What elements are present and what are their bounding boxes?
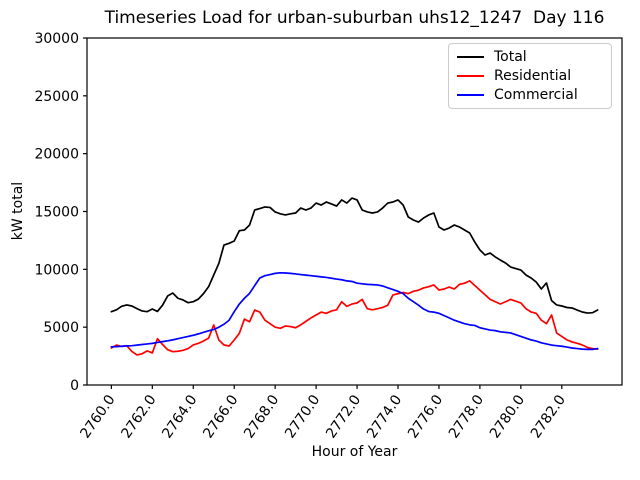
legend-item-total: Total (457, 47, 603, 66)
y-tick-label: 0 (70, 378, 79, 394)
x-tick-label: 2760.0 (77, 392, 118, 441)
y-tick-label: 15000 (34, 205, 79, 221)
legend-line-commercial-icon (457, 94, 484, 97)
y-tick-label: 30000 (34, 31, 79, 47)
y-tick-label: 20000 (34, 147, 79, 163)
legend-label-total: Total (494, 48, 527, 65)
legend-item-residential: Residential (457, 66, 603, 85)
x-tick-label: 2772.0 (323, 392, 364, 441)
chart-title: Timeseries Load for urban-suburban uhs12… (104, 8, 605, 28)
x-tick-label: 2782.0 (528, 392, 569, 441)
x-tick-label: 2768.0 (241, 392, 282, 441)
legend-label-commercial: Commercial (494, 87, 578, 104)
x-axis-label: Hour of Year (311, 444, 398, 460)
x-tick-label: 2778.0 (446, 392, 487, 441)
series-line-total (110, 197, 599, 314)
legend-line-residential-icon (457, 74, 484, 77)
series-line-residential (110, 280, 599, 356)
x-tick-label: 2766.0 (200, 392, 241, 441)
x-tick-label: 2776.0 (405, 392, 446, 441)
legend-label-residential: Residential (494, 67, 572, 84)
legend: Total Residential Commercial (448, 43, 612, 109)
legend-item-commercial: Commercial (457, 86, 603, 105)
x-tick-label: 2762.0 (118, 392, 159, 441)
legend-line-total-icon (457, 55, 484, 58)
y-tick-label: 25000 (34, 89, 79, 105)
y-tick-label: 5000 (43, 320, 79, 336)
series-line-commercial (110, 271, 599, 351)
x-tick-label: 2764.0 (159, 392, 200, 441)
x-tick-label: 2774.0 (364, 392, 405, 441)
x-tick-label: 2780.0 (487, 392, 528, 441)
x-tick-label: 2770.0 (282, 392, 323, 441)
y-tick-label: 10000 (34, 262, 79, 278)
